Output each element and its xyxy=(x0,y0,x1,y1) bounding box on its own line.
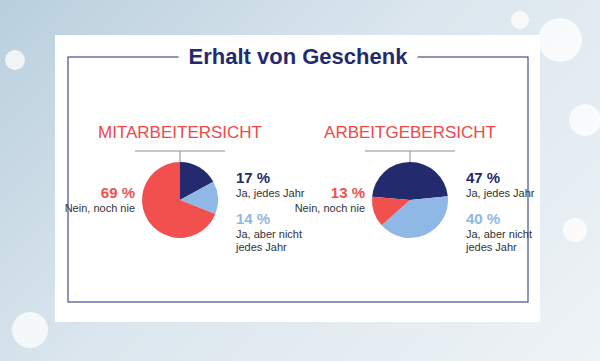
page: Erhalt von GeschenkMITARBEITERSICHT17 %J… xyxy=(0,0,600,361)
pie-slice xyxy=(372,162,448,200)
decoration xyxy=(563,218,587,242)
data-label: 47 % xyxy=(466,169,500,186)
card xyxy=(55,35,540,322)
decoration xyxy=(5,50,25,70)
main-title: Erhalt von Geschenk xyxy=(179,44,418,69)
data-label: 69 % xyxy=(101,184,135,201)
data-label: 14 % xyxy=(236,210,270,227)
connector xyxy=(410,151,411,162)
category-label: Ja, aber nicht jedes Jahr xyxy=(236,228,318,253)
category-label: Ja, jedes Jahr xyxy=(236,187,318,200)
pie-slice xyxy=(142,162,215,238)
data-label: 40 % xyxy=(466,210,500,227)
data-label: 13 % xyxy=(331,184,365,201)
pie-slice xyxy=(372,197,410,226)
decoration xyxy=(569,104,600,136)
pie-title: MITARBEITERSICHT xyxy=(98,123,262,143)
category-label: Nein, noch nie xyxy=(53,202,135,215)
pie-title: ARBEITGEBERSICHT xyxy=(324,123,496,143)
category-label: Nein, noch nie xyxy=(283,202,365,215)
category-label: Ja, jedes Jahr xyxy=(466,187,548,200)
decoration xyxy=(511,11,529,29)
decoration xyxy=(12,312,48,348)
decoration xyxy=(538,18,582,62)
data-label: 17 % xyxy=(236,169,270,186)
category-label: Ja, aber nicht jedes Jahr xyxy=(466,228,548,253)
frame xyxy=(68,57,528,302)
connector xyxy=(180,151,181,162)
